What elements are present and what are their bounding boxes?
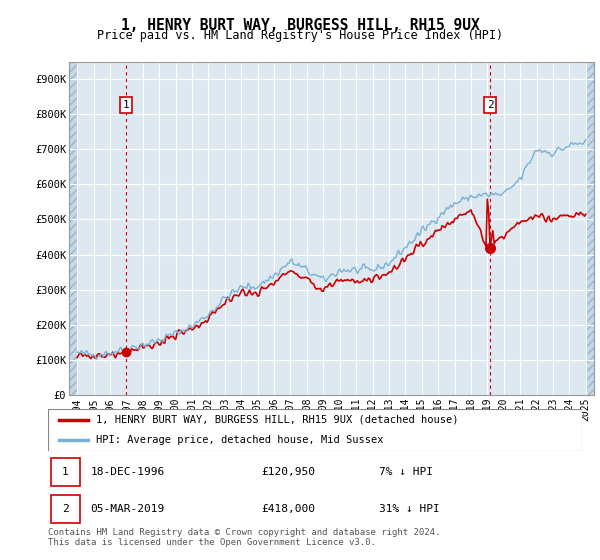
Text: 31% ↓ HPI: 31% ↓ HPI	[379, 505, 440, 514]
Text: 05-MAR-2019: 05-MAR-2019	[91, 505, 165, 514]
Text: 2: 2	[62, 505, 69, 514]
Text: 18-DEC-1996: 18-DEC-1996	[91, 467, 165, 477]
FancyBboxPatch shape	[50, 496, 80, 523]
Text: Contains HM Land Registry data © Crown copyright and database right 2024.
This d: Contains HM Land Registry data © Crown c…	[48, 528, 440, 547]
Text: HPI: Average price, detached house, Mid Sussex: HPI: Average price, detached house, Mid …	[96, 435, 383, 445]
Text: £418,000: £418,000	[262, 505, 316, 514]
Text: Price paid vs. HM Land Registry's House Price Index (HPI): Price paid vs. HM Land Registry's House …	[97, 29, 503, 42]
Text: 1, HENRY BURT WAY, BURGESS HILL, RH15 9UX: 1, HENRY BURT WAY, BURGESS HILL, RH15 9U…	[121, 18, 479, 33]
Text: 2: 2	[487, 100, 494, 110]
Text: 1: 1	[62, 467, 69, 477]
Text: 7% ↓ HPI: 7% ↓ HPI	[379, 467, 433, 477]
FancyBboxPatch shape	[48, 409, 582, 451]
Text: 1, HENRY BURT WAY, BURGESS HILL, RH15 9UX (detached house): 1, HENRY BURT WAY, BURGESS HILL, RH15 9U…	[96, 415, 458, 424]
Text: £120,950: £120,950	[262, 467, 316, 477]
Text: 1: 1	[122, 100, 129, 110]
FancyBboxPatch shape	[50, 458, 80, 486]
